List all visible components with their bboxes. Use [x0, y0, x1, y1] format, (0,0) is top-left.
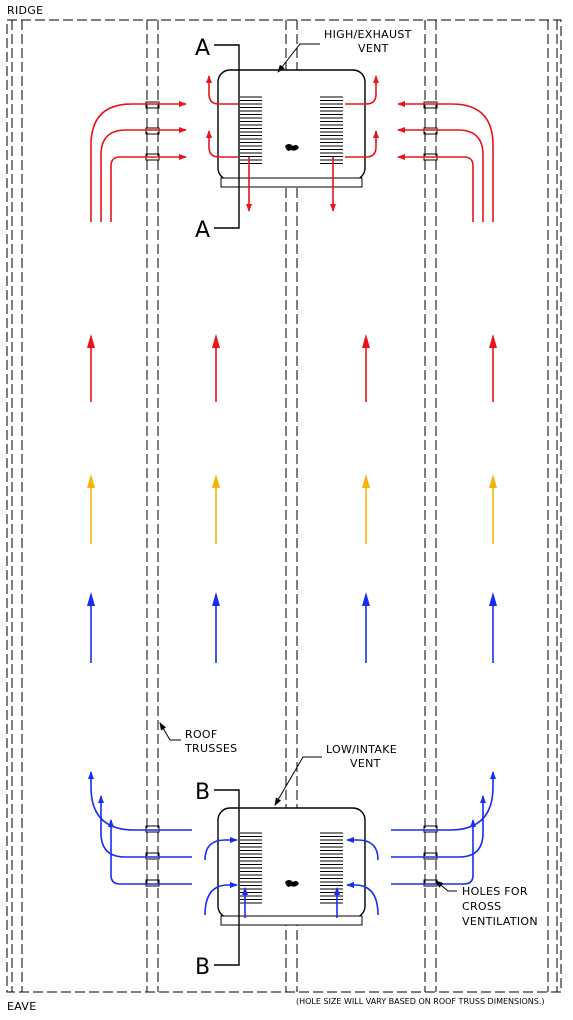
- hole: [145, 101, 160, 109]
- section-b-top: B: [195, 780, 210, 805]
- hot-air-arrow-head: [362, 334, 370, 348]
- hole: [423, 127, 438, 135]
- high-vent-label-2: VENT: [358, 42, 389, 55]
- section-a-bottom: A: [195, 218, 210, 243]
- warm-air-arrow-head: [362, 474, 370, 488]
- footnote: (HOLE SIZE WILL VARY BASED ON ROOF TRUSS…: [296, 997, 544, 1006]
- intake-airflow: [88, 771, 496, 918]
- hole: [423, 101, 438, 109]
- hot-air-arrow-head: [489, 334, 497, 348]
- section-line-b: [214, 789, 240, 966]
- low-intake-vent: [217, 807, 366, 926]
- vent-logo: [285, 144, 299, 151]
- hole: [423, 852, 438, 860]
- cool-air-arrow-head: [362, 592, 370, 606]
- low-vent-label-2: VENT: [350, 757, 381, 770]
- leader-lines: [159, 43, 457, 892]
- eave-label: EAVE: [7, 1000, 36, 1013]
- hole: [145, 852, 160, 860]
- exhaust-airflow: [90, 75, 494, 222]
- hole: [423, 825, 438, 833]
- section-line-a: [214, 44, 240, 229]
- section-b-bottom: B: [195, 955, 210, 980]
- truss-holes: [145, 101, 438, 887]
- trusses-label-1: ROOF: [185, 728, 218, 741]
- holes-label-2: CROSS: [462, 900, 501, 913]
- cool-air-arrow-head: [87, 592, 95, 606]
- hole: [145, 879, 160, 887]
- hole: [145, 127, 160, 135]
- hot-air-arrow-head: [212, 334, 220, 348]
- section-a-top: A: [195, 36, 210, 61]
- roof-outline: [6, 19, 562, 993]
- vent-logo: [285, 880, 299, 887]
- warm-air-arrow-head: [489, 474, 497, 488]
- hot-air-arrow-head: [87, 334, 95, 348]
- cool-air-arrow-head: [489, 592, 497, 606]
- cool-air-arrow-head: [212, 592, 220, 606]
- high-exhaust-vent: [217, 69, 366, 188]
- holes-label-1: HOLES FOR: [462, 885, 528, 898]
- holes-label-3: VENTILATION: [462, 915, 538, 928]
- upward-airflow: [87, 334, 497, 663]
- trusses-label-2: TRUSSES: [184, 742, 237, 755]
- warm-air-arrow-head: [87, 474, 95, 488]
- high-vent-label-1: HIGH/EXHAUST: [324, 28, 412, 41]
- ridge-label: RIDGE: [7, 4, 43, 17]
- hole: [423, 879, 438, 887]
- hole: [145, 825, 160, 833]
- low-vent-label-1: LOW/INTAKE: [326, 743, 397, 756]
- warm-air-arrow-head: [212, 474, 220, 488]
